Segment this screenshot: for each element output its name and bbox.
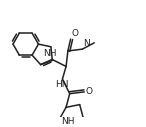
- Text: HN: HN: [55, 80, 68, 89]
- Text: NH: NH: [43, 49, 57, 58]
- Text: O: O: [72, 29, 79, 38]
- Text: N: N: [83, 39, 90, 48]
- Text: O: O: [85, 87, 92, 96]
- Text: NH: NH: [61, 117, 75, 126]
